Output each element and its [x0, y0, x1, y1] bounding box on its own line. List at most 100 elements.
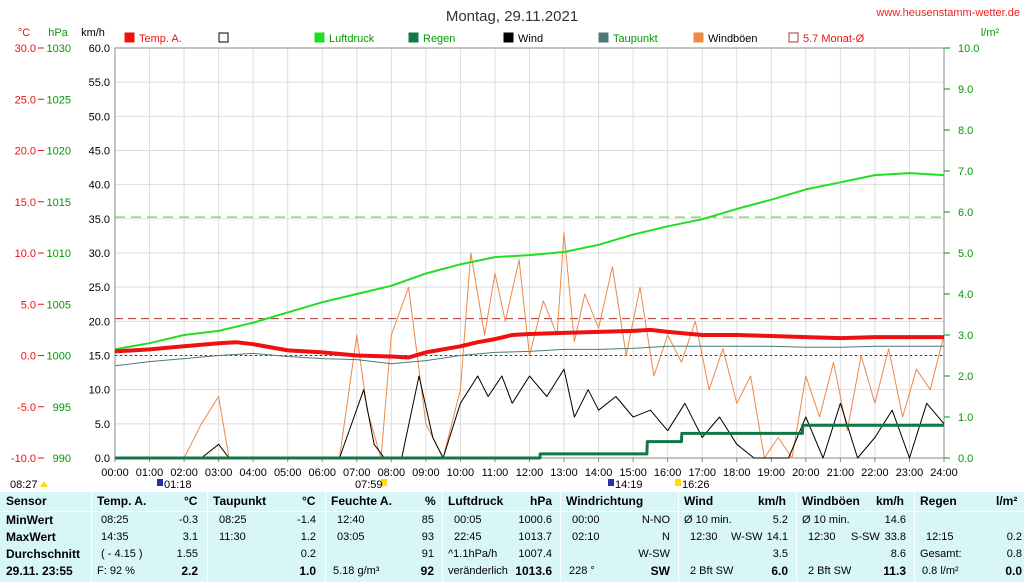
legend-swatch [314, 32, 325, 43]
wind-tick-label: 15.0 [89, 351, 110, 363]
series-luftdruck [114, 172, 945, 351]
table-divider [914, 492, 915, 582]
min-time-label: 08:27 [10, 479, 38, 491]
legend-label: Luftdruck [329, 33, 375, 45]
legend-swatch [503, 32, 514, 43]
header-pressure-unit: hPa [530, 494, 553, 508]
wind-max-direction: W-SW [731, 531, 763, 543]
temp-max-time: 14:35 [101, 531, 129, 543]
x-tick-label: 09:00 [412, 467, 440, 479]
rain-max-time: 12:15 [926, 531, 954, 543]
pressure-tick-label: 1020 [47, 146, 71, 158]
gridlines [115, 48, 944, 458]
series-windböen [115, 232, 945, 459]
dew-max-time: 11:30 [219, 531, 246, 543]
rain-total-label: Gesamt: [920, 548, 962, 560]
table-divider [442, 492, 443, 582]
temp-now-humidity: F: 92 % [97, 565, 135, 577]
header-wind-unit: km/h [758, 494, 787, 508]
x-tick-label: 16:00 [654, 467, 682, 479]
chart-title: Montag, 29.11.2021 [446, 8, 578, 25]
hum-min-time: 12:40 [337, 514, 365, 526]
time-markers: 08:27 01:18 07:59 14:19 16:26 [10, 479, 710, 491]
series-temp-a [114, 327, 944, 360]
wind-tick-label: 35.0 [89, 214, 110, 226]
gust-min-value: 14.6 [884, 514, 906, 526]
gust-max-value: 33.8 [884, 531, 906, 543]
table-divider [325, 492, 326, 582]
table-divider [560, 492, 561, 582]
x-tick-label: 08:00 [378, 467, 406, 479]
rain-now-value: 0.0 [1005, 564, 1022, 578]
dir-max-value: N [662, 531, 670, 543]
rain-tick-label: 3.0 [958, 330, 973, 342]
rain-total-value: 0.8 [1006, 548, 1022, 560]
press-max-time: 22:45 [454, 531, 482, 543]
marker-triangle [40, 481, 48, 487]
pressure-tick-label: 1025 [47, 94, 71, 106]
x-tick-label: 06:00 [308, 467, 336, 479]
hum-avg-value: 91 [421, 548, 434, 560]
wind-tick-label: 55.0 [89, 77, 110, 89]
legend-label: Taupunkt [613, 33, 658, 45]
x-tick-label: 17:00 [688, 467, 716, 479]
wind-avg-value: 3.5 [772, 548, 788, 560]
weather-chart: Montag, 29.11.2021 www.heusenstamm-wette… [10, 7, 1020, 491]
temp-axis-unit: °C [18, 27, 30, 39]
rain-tick-label: 9.0 [958, 84, 973, 96]
pressure-tick-label: 1030 [47, 43, 71, 55]
temp-tick-label: 5.0 [21, 299, 36, 311]
pressure-tick-label: 1000 [47, 351, 71, 363]
legend-swatch [598, 32, 609, 43]
header-rain-unit: l/m² [996, 494, 1018, 508]
temp-tick-label: 20.0 [15, 146, 36, 158]
gust-max-direction: S-SW [851, 531, 880, 543]
series-taupunkt [114, 345, 944, 367]
dew-avg-value: 0.2 [300, 548, 316, 560]
x-tick-label: 04:00 [239, 467, 267, 479]
pressure-tick-label: 990 [53, 453, 71, 465]
marker-flag [675, 479, 681, 486]
hum-max-value: 93 [421, 531, 434, 543]
x-tick-label: 10:00 [447, 467, 475, 479]
dew-now-value: 1.0 [299, 564, 316, 578]
temp-min-value: -0.3 [179, 514, 198, 526]
wind-min-label: Ø 10 min. [684, 514, 732, 526]
press-min-time: 00:05 [454, 514, 482, 526]
gust-max-time: 12:30 [808, 531, 836, 543]
rain-tick-label: 1.0 [958, 412, 973, 424]
header-humidity: Feuchte A. [331, 494, 392, 508]
temp-avg-value: 1.55 [176, 548, 198, 560]
marker-time-label: 16:26 [682, 479, 710, 491]
gust-now-value: 11.3 [883, 564, 906, 578]
x-tick-label: 18:00 [723, 467, 751, 479]
header-dew-unit: °C [302, 494, 316, 508]
legend-swatch [788, 32, 799, 43]
wind-tick-label: 5.0 [95, 419, 110, 431]
header-wind: Wind [684, 494, 714, 508]
x-tick-label: 05:00 [274, 467, 302, 479]
x-tick-label: 19:00 [758, 467, 786, 479]
header-rain: Regen [920, 494, 957, 508]
gust-now-beaufort: 2 Bft SW [808, 565, 852, 577]
pressure-tick-label: 1010 [47, 248, 71, 260]
chart-legend: Temp. A. Luftdruck Regen Wind Taupunkt Windbö… [124, 32, 865, 45]
rain-tick-label: 4.0 [958, 289, 973, 301]
temp-min-time: 08:25 [101, 514, 129, 526]
x-tick-label: 00:00 [101, 467, 129, 479]
header-pressure: Luftdruck [448, 494, 504, 508]
marker-time-label: 01:18 [164, 479, 192, 491]
legend-label: Temp. A. [139, 33, 182, 45]
table-divider [0, 511, 1024, 512]
wind-tick-label: 45.0 [89, 146, 110, 158]
wind-max-value: 14.1 [766, 531, 788, 543]
x-tick-label: 13:00 [550, 467, 578, 479]
dir-max-time: 02:10 [572, 531, 600, 543]
wind-now-value: 6.0 [771, 564, 788, 578]
site-url: www.heusenstamm-wetter.de [875, 7, 1020, 19]
wind-tick-label: 25.0 [89, 282, 110, 294]
x-tick-label: 02:00 [170, 467, 198, 479]
press-avg-value: 1007.4 [518, 548, 552, 560]
press-trend: ^1.1hPa/h [448, 548, 498, 560]
series-group [114, 172, 945, 460]
